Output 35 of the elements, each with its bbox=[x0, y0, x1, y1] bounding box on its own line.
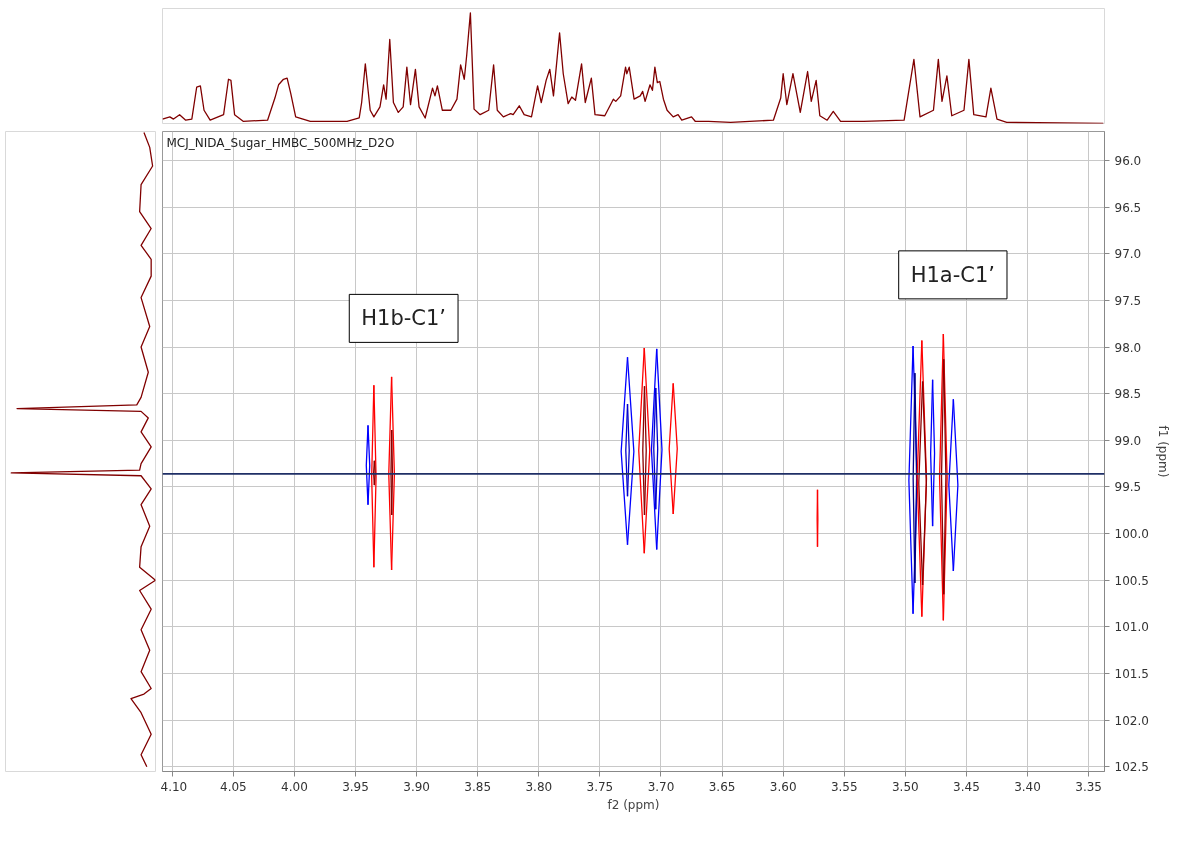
y-tick-label: 100.5 bbox=[1114, 573, 1149, 588]
x-tick-label: 4.00 bbox=[281, 779, 308, 794]
y-tick-label: 101.0 bbox=[1114, 620, 1149, 635]
annotation: H1b-C1’ bbox=[361, 306, 447, 331]
x-tick-label: 3.50 bbox=[891, 779, 919, 794]
y-tick-label: 98.0 bbox=[1114, 340, 1142, 355]
annotation: H1a-C1’ bbox=[910, 262, 995, 287]
x-tick-label: 3.95 bbox=[342, 779, 369, 794]
y-axis-title: f1 (ppm) bbox=[1155, 425, 1170, 478]
y-tick-label: 101.5 bbox=[1114, 667, 1149, 682]
x-tick-label: 3.70 bbox=[647, 779, 675, 794]
y-tick-label: 96.5 bbox=[1114, 200, 1142, 215]
x-tick-label: 3.85 bbox=[464, 779, 492, 794]
x-tick-label: 3.55 bbox=[830, 779, 858, 794]
x-axis-title: f2 (ppm) bbox=[607, 797, 660, 812]
x-tick-label: 3.65 bbox=[708, 779, 736, 794]
y-tick-label: 96.0 bbox=[1114, 153, 1142, 168]
y-tick-label: 97.5 bbox=[1114, 293, 1142, 308]
y-tick-label: 99.0 bbox=[1114, 433, 1142, 448]
x-tick-label: 4.10 bbox=[160, 779, 188, 794]
x-tick-label: 3.75 bbox=[586, 779, 614, 794]
y-tick-label: 97.0 bbox=[1114, 247, 1142, 262]
y-tick-label: 99.5 bbox=[1114, 480, 1142, 495]
y-tick-label: 98.5 bbox=[1114, 387, 1142, 402]
x-tick-label: 3.35 bbox=[1075, 779, 1102, 794]
x-tick-label: 4.05 bbox=[220, 779, 247, 794]
x-tick-label: 3.60 bbox=[769, 779, 797, 794]
annotation: MCJ_NIDA_Sugar_HMBC_500MHz_D2O bbox=[166, 135, 395, 150]
y-tick-label: 100.0 bbox=[1114, 527, 1149, 542]
x-tick-label: 3.40 bbox=[1014, 779, 1041, 794]
x-tick-label: 3.90 bbox=[403, 779, 430, 794]
x-tick-label: 3.80 bbox=[525, 779, 553, 794]
x-tick-label: 3.45 bbox=[953, 779, 980, 794]
y-tick-label: 102.0 bbox=[1114, 713, 1149, 728]
y-tick-label: 102.5 bbox=[1114, 760, 1149, 775]
